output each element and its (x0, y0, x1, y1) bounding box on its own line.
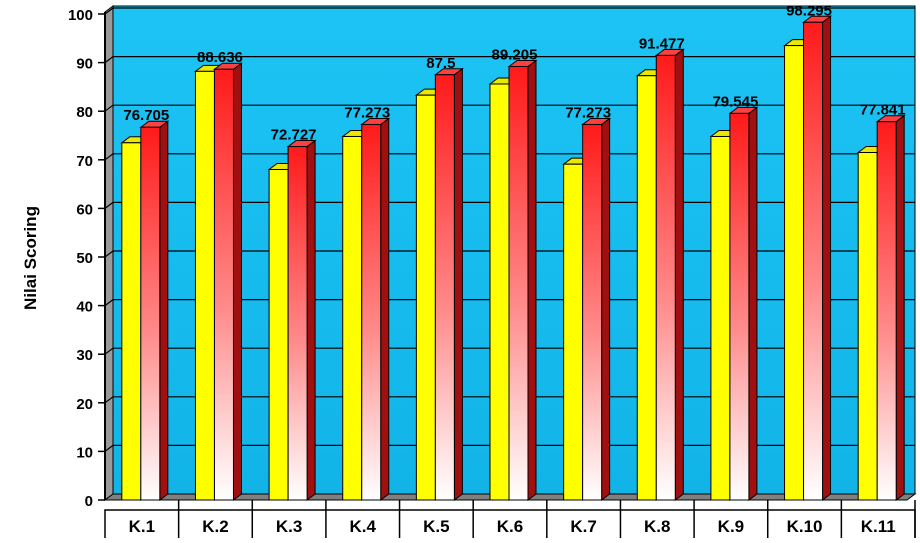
data-label: 87.5 (426, 55, 455, 72)
bar (636, 75, 657, 501)
y-tick-label: 80 (76, 104, 93, 121)
bar (213, 68, 234, 501)
bar (268, 169, 289, 501)
bar (342, 135, 363, 501)
bar-side (159, 120, 169, 501)
data-label: 98.295 (786, 2, 832, 19)
gridline-side (104, 299, 114, 307)
bar (121, 142, 142, 501)
bar-side (380, 117, 390, 501)
bar (582, 123, 603, 501)
gridline-side (104, 7, 114, 15)
data-label: 76.705 (123, 107, 169, 124)
x-tick-label: K.2 (202, 517, 228, 536)
y-tick-label: 40 (76, 299, 93, 316)
y-tick-label: 70 (76, 153, 93, 170)
data-label: 79.545 (712, 93, 758, 110)
x-tick-label: K.5 (423, 517, 449, 536)
y-tick-label: 10 (76, 444, 93, 461)
bar-side (822, 15, 832, 501)
bar-side (527, 59, 537, 501)
y-tick-label: 100 (68, 7, 93, 24)
x-tick-label: K.9 (718, 517, 744, 536)
gridline-side (104, 396, 114, 404)
gridline-side (104, 250, 114, 258)
x-tick-label: K.6 (497, 517, 523, 536)
y-tick-label: 90 (76, 56, 93, 73)
data-label: 77.841 (860, 102, 906, 119)
bar-side (601, 117, 611, 501)
x-axis-box (104, 509, 916, 541)
bar-side (232, 62, 242, 501)
bar (489, 83, 510, 501)
bar (729, 112, 750, 501)
plot-side-wall (104, 5, 114, 501)
y-tick-label: 20 (76, 396, 93, 413)
bar (361, 123, 382, 501)
bar-side (895, 114, 905, 501)
bar (140, 126, 161, 501)
gridline-side (104, 347, 114, 355)
x-tick-label: K.11 (861, 517, 896, 536)
data-label: 88.636 (197, 49, 243, 66)
bar-side (748, 106, 758, 501)
gridline-side (104, 444, 114, 452)
bar (876, 121, 897, 501)
data-label: 89.205 (492, 46, 538, 63)
x-tick-label: K.10 (787, 517, 823, 536)
gridline-side (104, 56, 114, 64)
bar (287, 146, 308, 501)
y-tick-label: 60 (76, 201, 93, 218)
bar (784, 45, 805, 501)
gridline-side (104, 153, 114, 161)
bar (857, 152, 878, 501)
data-label: 77.273 (565, 104, 611, 121)
y-tick-label: 50 (76, 250, 93, 267)
bar (434, 74, 455, 501)
data-label: 77.273 (344, 104, 390, 121)
bar-side (453, 67, 463, 501)
bar (803, 21, 824, 501)
x-tick-label: K.4 (349, 517, 376, 536)
x-tick-label: K.1 (129, 517, 155, 536)
gridline-side (104, 104, 114, 112)
x-tick-label: K.3 (276, 517, 302, 536)
x-tick-label: K.8 (644, 517, 670, 536)
data-label: 91.477 (639, 35, 685, 52)
bar-side (674, 48, 684, 501)
y-tick-label: 30 (76, 347, 93, 364)
x-tick-label: K.7 (570, 517, 596, 536)
bar (563, 163, 584, 501)
y-axis-label: Nilai Scoring (21, 206, 40, 310)
data-label: 72.727 (271, 127, 317, 144)
y-tick-label: 0 (85, 493, 93, 510)
bar (415, 94, 436, 501)
bar-side (306, 139, 316, 501)
bar (194, 70, 215, 501)
bar (508, 65, 529, 501)
bar (710, 135, 731, 501)
bar (655, 54, 676, 501)
gridline-side (104, 201, 114, 209)
